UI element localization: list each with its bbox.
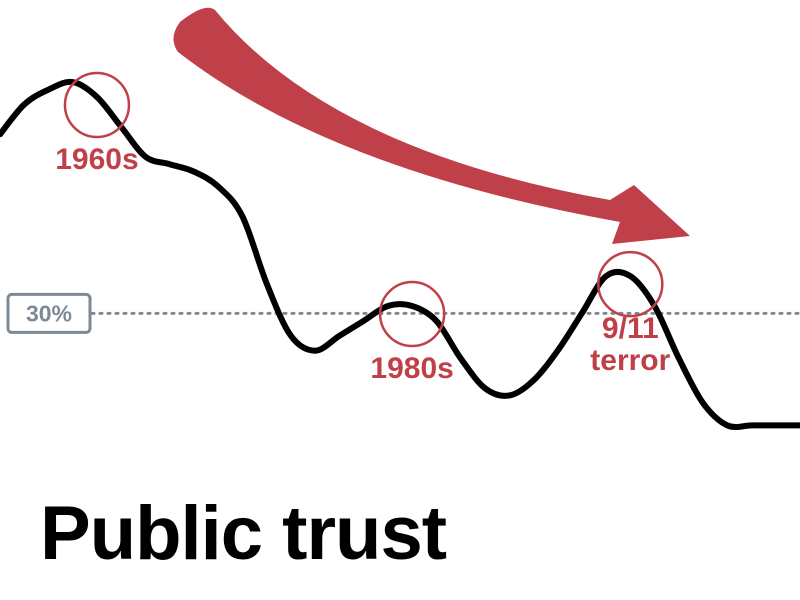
trend-arrow xyxy=(173,7,691,245)
series-line xyxy=(0,78,800,431)
annotation-circle xyxy=(378,280,446,348)
annotation-circle xyxy=(597,250,664,318)
series-line-group xyxy=(0,78,800,431)
annotation-label: 1960s xyxy=(55,143,138,176)
annotation-label: 1980s xyxy=(370,352,453,385)
chart-title: Public trust xyxy=(40,491,447,576)
reference-line-group: 30% xyxy=(6,292,800,334)
annotation-label: 9/11 xyxy=(602,312,659,345)
annotation-label: terror xyxy=(590,344,670,377)
annotation-circle xyxy=(63,71,131,139)
trend-arrow-group xyxy=(173,7,691,245)
reference-label: 30% xyxy=(26,300,72,326)
reference-label-box xyxy=(6,292,92,334)
